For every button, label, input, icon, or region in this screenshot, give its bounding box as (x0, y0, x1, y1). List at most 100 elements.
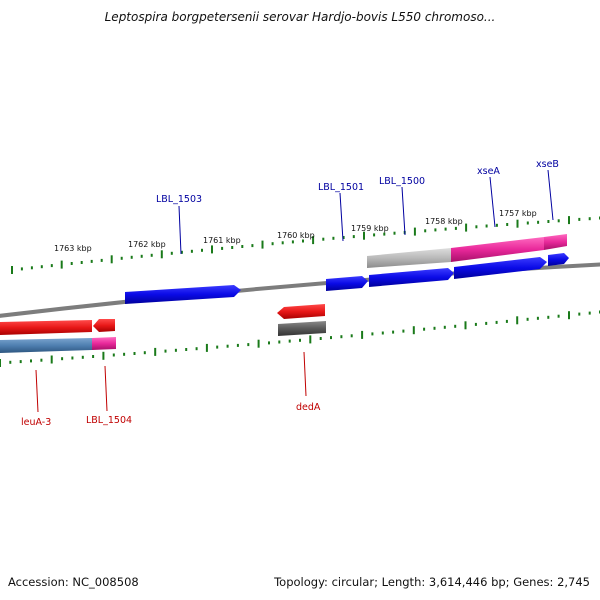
scale-tick (271, 242, 274, 246)
gene-arrow-leuA-3[interactable] (0, 320, 92, 335)
scale-tick (381, 331, 384, 335)
gene-arrow-LBL_1501[interactable] (326, 276, 368, 291)
scale-tick (557, 219, 560, 223)
scale-tick (221, 246, 224, 250)
scale-tick (112, 353, 115, 357)
scale-tick (423, 327, 426, 331)
scale-tick (30, 359, 32, 363)
scale-tick (190, 249, 193, 253)
kbp-labels: 1763 kbp 1762 kbp 1761 kbp 1760 kbp 1759… (54, 209, 537, 253)
scale-tick (547, 315, 550, 319)
gene-label-LBL_1503[interactable]: LBL_1503 (156, 194, 202, 205)
gene-arrow-LBL_1503[interactable] (125, 285, 241, 304)
scale-tick (120, 256, 123, 260)
scale-tick (247, 343, 250, 347)
top-label-lines (178, 169, 554, 255)
scale-tick (302, 239, 304, 243)
scale-tick (0, 359, 1, 367)
kbp-label: 1762 kbp (128, 240, 166, 249)
scale-tick (261, 240, 264, 249)
scale-tick (392, 330, 395, 334)
kbp-label: 1758 kbp (425, 217, 463, 226)
scale-tick (195, 347, 198, 351)
scale-tick (130, 255, 133, 259)
kbp-label: 1763 kbp (54, 244, 92, 253)
scale-tick (236, 343, 239, 347)
scale-tick (143, 351, 146, 355)
scale-tick (268, 341, 270, 345)
scale-tick (330, 336, 332, 340)
gene-label-xseB[interactable]: xseB (536, 159, 559, 170)
scale-tick (90, 259, 93, 263)
scale-tick (332, 236, 335, 240)
scale-tick (340, 335, 343, 339)
scale-tick (71, 356, 74, 360)
scale-tick (241, 245, 244, 248)
gene-label-dedA[interactable]: dedA (296, 402, 321, 413)
scale-tick (312, 236, 315, 245)
scale-tick (433, 326, 436, 330)
scale-tick (80, 261, 83, 264)
scale-tick (402, 329, 405, 333)
gene-arrow-dedA[interactable] (277, 304, 325, 319)
bottom-label-lines (35, 351, 307, 413)
scale-tick (50, 264, 53, 268)
scale-tick (526, 317, 529, 321)
scale-tick (216, 345, 219, 349)
scale-tick (102, 351, 105, 360)
gene-label-leuA-3[interactable]: leuA-3 (21, 417, 51, 428)
scale-tick (133, 352, 136, 355)
scale-tick (50, 355, 53, 364)
scale-tick (363, 231, 365, 240)
scale-tick (309, 335, 312, 344)
scale-tick (20, 267, 23, 271)
scale-tick (444, 227, 447, 231)
scale-tick (299, 338, 301, 342)
scale-tick (281, 241, 284, 245)
feature-leuA-3-cog (0, 338, 92, 353)
scale-tick (140, 254, 143, 258)
scale-tick (291, 240, 294, 244)
scale-tick (454, 226, 457, 230)
scale-ticks-lower (0, 310, 600, 367)
gene-arrow-LBL_1500[interactable] (369, 268, 454, 287)
scale-tick (413, 227, 416, 236)
scale-tick (350, 334, 353, 338)
scale-tick (536, 316, 539, 320)
scale-tick (170, 251, 173, 255)
scale-tick (61, 357, 64, 361)
feature-LBL_1504-cog (92, 337, 116, 350)
scale-tick (352, 235, 355, 239)
feature-xseA-cog (451, 237, 544, 262)
topology-text: Topology: circular; Length: 3,614,446 bp… (274, 575, 590, 589)
scale-tick (443, 325, 446, 329)
scale-tick (40, 265, 43, 269)
scale-tick (154, 347, 157, 356)
gene-arrow-xseA[interactable] (454, 257, 547, 279)
feature-dedA-cog (278, 321, 326, 336)
scale-tick (475, 225, 478, 229)
scale-tick (568, 311, 570, 320)
scale-tick (205, 343, 208, 352)
scale-tick (495, 320, 498, 324)
scale-tick (81, 355, 84, 359)
gene-label-xseA[interactable]: xseA (477, 166, 500, 177)
scale-tick (231, 246, 234, 249)
gene-label-LBL_1504[interactable]: LBL_1504 (86, 415, 132, 426)
gene-arrow-xseB[interactable] (548, 253, 569, 266)
scale-tick (454, 324, 457, 328)
scale-tick (578, 312, 581, 316)
gene-label-LBL_1500[interactable]: LBL_1500 (379, 176, 425, 187)
scale-tick (185, 348, 188, 351)
scale-tick (278, 340, 281, 344)
scale-tick (11, 266, 13, 274)
scale-tick (465, 223, 468, 232)
map-title: Leptospira borgpetersenii serovar Hardjo… (104, 10, 496, 24)
gene-label-LBL_1501[interactable]: LBL_1501 (318, 182, 364, 193)
scale-tick (578, 217, 581, 221)
scale-tick (19, 360, 22, 364)
scale-tick (516, 219, 519, 228)
gene-arrow-LBL_1504[interactable] (93, 319, 115, 332)
scale-tick (464, 321, 467, 330)
